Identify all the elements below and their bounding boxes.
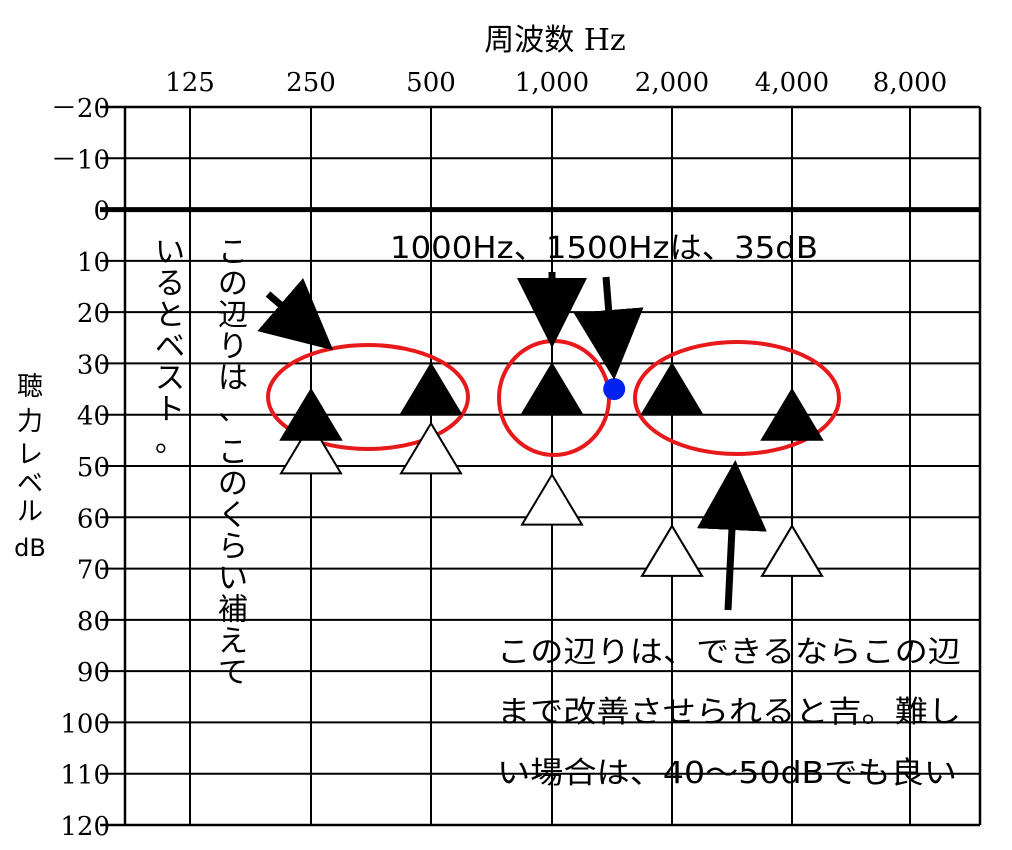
y-tick-label: 110	[60, 761, 110, 791]
chart-title: 周波数 Hz	[484, 23, 626, 58]
vertical-text-char: と	[155, 298, 185, 333]
y-tick-label: 40	[77, 402, 110, 432]
x-tick-label: 1,000	[515, 68, 589, 98]
aided-threshold-markers	[279, 362, 824, 441]
filled-triangle-marker	[279, 387, 343, 441]
filled-triangle-marker	[760, 387, 824, 441]
open-triangle-marker	[640, 523, 704, 577]
vertical-text-char: り	[218, 330, 248, 365]
filled-triangle-marker	[399, 362, 463, 416]
y-tick-label: 20	[77, 299, 110, 329]
y-tick-label: －10	[51, 145, 110, 175]
vertical-text-char: 辺	[218, 298, 248, 333]
y-tick-label: －20	[51, 94, 110, 124]
highlight-ellipse-high	[633, 340, 841, 456]
vertical-text-char: い	[155, 235, 185, 270]
x-tick-label: 8,000	[873, 68, 947, 98]
x-tick-label: 125	[165, 68, 215, 98]
y-axis-label-char: レ	[17, 440, 43, 470]
open-triangle-marker	[399, 421, 463, 475]
y-axis-label-char: ベ	[17, 469, 43, 499]
arrow-left-diagonal	[257, 278, 334, 351]
vertical-text-char: ら	[218, 530, 248, 565]
vertical-text-char: ト	[155, 393, 185, 428]
vertical-text-char: こ	[218, 235, 248, 270]
highlight-ellipse-low	[266, 343, 470, 451]
vertical-text-char: ベ	[155, 330, 185, 365]
y-tick-label: 100	[60, 709, 110, 739]
vertical-text-char: ス	[155, 361, 185, 396]
y-tick-label: 0	[93, 197, 110, 227]
vertical-text-char: る	[155, 267, 185, 302]
y-axis-label-char: ル	[17, 497, 43, 527]
vertical-text-char: の	[218, 467, 248, 502]
arrow-1500hz	[573, 276, 644, 380]
filled-triangle-marker	[640, 362, 704, 416]
y-axis-label-char: 力	[17, 407, 43, 437]
vertical-text-char: て	[218, 656, 248, 691]
y-axis-label-char: dB	[14, 534, 46, 562]
y-axis-label-char: 聴	[17, 372, 43, 402]
filled-triangle-marker	[520, 362, 584, 416]
annotation-top: 1000Hz、1500Hzは、35dB	[390, 231, 818, 266]
vertical-text-char: 、	[218, 393, 248, 428]
annotation-bottom-line-1: この辺りは、できるならこの辺	[497, 635, 961, 670]
y-tick-labels: －20 －10 0 10 20 30 40 50 60 70 80 90 100 110 120	[51, 94, 110, 842]
y-tick-label: 120	[60, 812, 110, 842]
open-triangle-marker	[520, 472, 584, 526]
open-triangle-marker	[279, 421, 343, 475]
x-tick-label: 4,000	[755, 68, 829, 98]
unaided-threshold-markers	[279, 421, 824, 577]
vertical-text-char: い	[218, 561, 248, 596]
x-tick-label: 500	[406, 68, 456, 98]
open-triangle-marker	[760, 523, 824, 577]
y-tick-label: 70	[77, 556, 110, 586]
vertical-text-char: 。	[155, 424, 185, 459]
vertical-text-char: 補	[218, 593, 248, 628]
y-tick-label: 50	[77, 453, 110, 483]
y-tick-label: 90	[77, 658, 110, 688]
vertical-text-char: え	[218, 624, 248, 659]
y-tick-label: 30	[77, 350, 110, 380]
blue-dot-marker	[603, 378, 626, 401]
annotation-bottom-line-3: い場合は、40〜50dBでも良い	[497, 756, 957, 791]
arrow-up-bottom	[696, 460, 767, 611]
x-tick-labels: 125 250 500 1,000 2,000 4,000 8,000	[165, 68, 947, 98]
y-tick-label: 60	[77, 504, 110, 534]
vertical-text-char: は	[218, 361, 248, 396]
annotation-bottom-line-2: まで改善させられると吉。難し	[497, 695, 961, 730]
y-tick-label: 10	[77, 248, 110, 278]
x-tick-label: 250	[286, 68, 336, 98]
vertical-text-char: こ	[218, 435, 248, 470]
vertical-text-char: の	[218, 267, 248, 302]
y-tick-label: 80	[77, 607, 110, 637]
x-tick-label: 2,000	[635, 68, 709, 98]
vertical-text-char: く	[218, 498, 248, 533]
1500hz-point	[603, 378, 626, 401]
